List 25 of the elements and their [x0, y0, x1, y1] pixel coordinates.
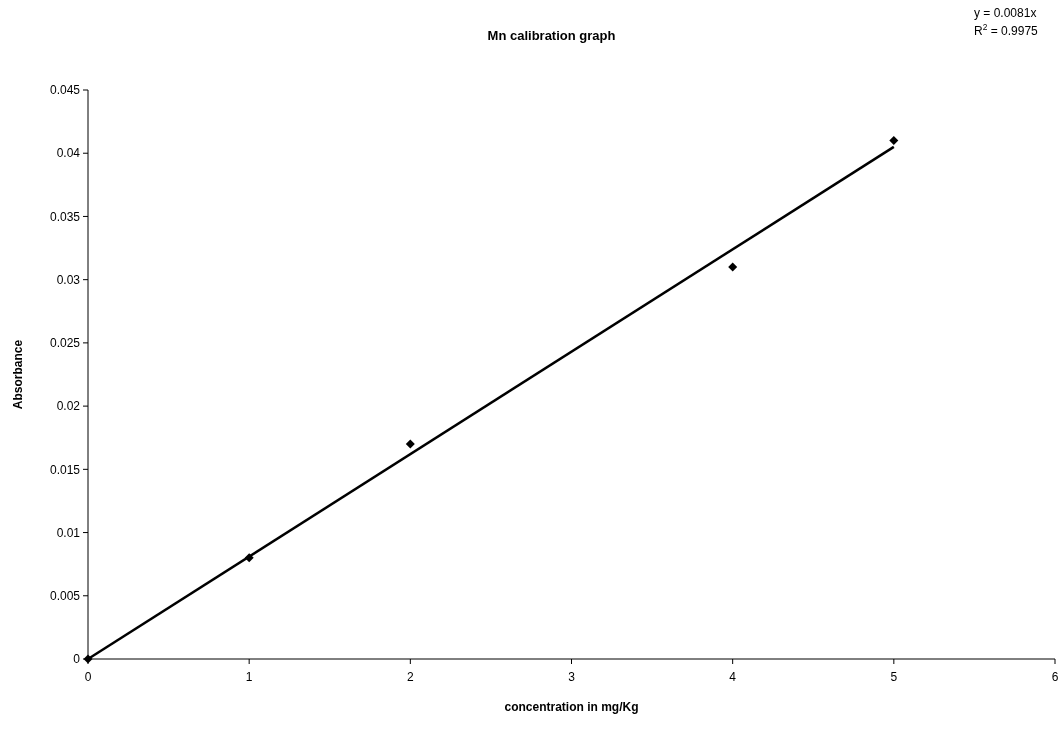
x-tick-label: 6: [1051, 670, 1059, 684]
point: [889, 136, 899, 146]
y-tick-label: 0.005: [49, 588, 81, 603]
x-tick-label: 3: [568, 670, 576, 684]
y-tick-label: 0.015: [49, 462, 81, 477]
chart-title: Mn calibration graph: [487, 28, 616, 43]
y-tick-label: 0: [73, 652, 81, 667]
x-tick-label: 5: [890, 670, 898, 684]
point: [728, 262, 738, 272]
point: [405, 439, 415, 449]
x-tick-label: 2: [406, 670, 414, 684]
x-tick-label: 4: [729, 670, 737, 684]
y-tick-label: 0.025: [49, 336, 81, 351]
x-tick-label: 1: [245, 670, 253, 684]
x-tick-label: 0: [84, 670, 92, 684]
y-axis-title: Absorbance: [11, 339, 25, 410]
x-axis-title: concentration in mg/Kg: [504, 700, 639, 714]
y-tick-label: 0.01: [56, 525, 81, 540]
text: y = 0.0081x: [974, 6, 1037, 20]
y-tick-label: 0.04: [56, 146, 81, 161]
y-tick-label: 0.02: [56, 399, 81, 414]
text: R$^{2}$ = 0.9975: [974, 22, 1039, 38]
y-tick-label: 0.035: [49, 209, 81, 224]
y-tick-label: 0.03: [56, 272, 81, 287]
y-tick-label: 0.045: [49, 83, 81, 98]
